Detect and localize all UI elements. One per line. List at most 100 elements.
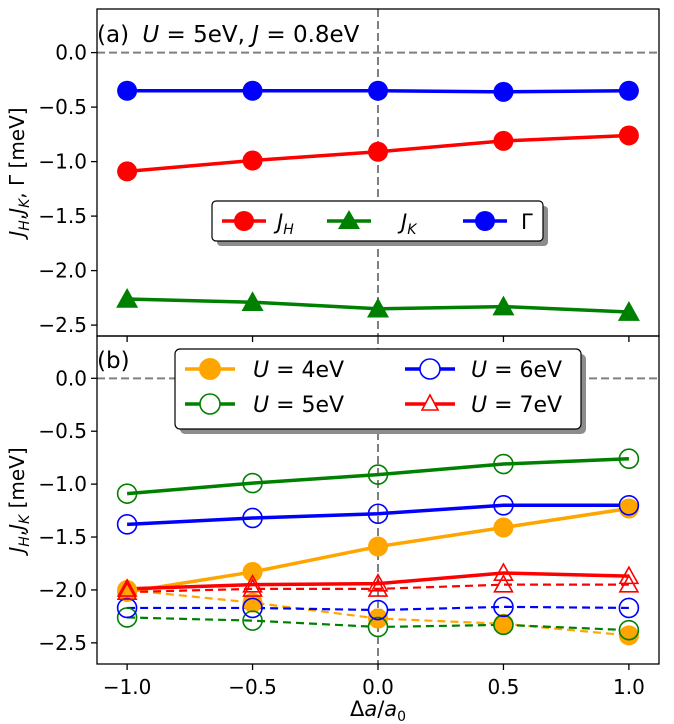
- panel-b-point-4-3: [493, 494, 514, 516]
- panel-a-point-1-4: [617, 301, 640, 321]
- panel-b-point-5-0: [116, 597, 138, 619]
- panel-a-point-2-0: [117, 80, 138, 101]
- legend-b-entry-u7: U = 7eV: [405, 393, 562, 418]
- legend-b-label-u7: U = 7eV: [471, 393, 562, 418]
- panel-b-point-3-1: [242, 610, 263, 631]
- legend-b-frame: [174, 348, 582, 430]
- legend-b-label-u4: U = 4eV: [253, 358, 344, 383]
- panel-b-point-7-3: [493, 573, 514, 593]
- legend-a: JH JK Γ: [211, 200, 548, 246]
- panel-b-ytick-label-1: −0.5: [38, 419, 87, 443]
- legend-b-label-u6: U = 6eV: [471, 358, 562, 383]
- panel-a-ytick-label-4: −2.0: [38, 259, 87, 283]
- panel-b-point-5-2: [367, 599, 389, 621]
- panel-b-point-4-0: [116, 514, 138, 535]
- panel-a-ytick-label-1: −0.5: [38, 95, 87, 119]
- legend-b-marker-u4: [199, 358, 221, 380]
- panel-b-point-4-1: [242, 507, 263, 529]
- panel-a-point-0-2: [368, 141, 388, 162]
- legend-b-entry-u6: U = 6eV: [405, 358, 562, 383]
- panel-a-point-0-4: [618, 125, 639, 146]
- legend-b: U = 4eV U = 5eV U = 6eV U = 7eV: [174, 348, 586, 434]
- panel-b-xtick-label-2: 0.0: [362, 675, 394, 699]
- panel-b-point-3-4: [618, 619, 640, 641]
- panel-a-point-1-0: [116, 287, 139, 308]
- panel-b-point-6-1: [242, 573, 263, 593]
- panel-b-point-7-4: [618, 573, 640, 593]
- panel-b-point-6-3: [493, 562, 514, 582]
- panel-a-ytick-label-5: −2.5: [38, 313, 87, 337]
- panel-b-point-7-0: [116, 581, 138, 601]
- panel-a-point-2-2: [368, 80, 388, 101]
- panel-a-title: (a) U = 5eV, J = 0.8eV: [97, 22, 360, 48]
- legend-b-entry-u5: U = 5eV: [185, 393, 344, 418]
- panel-b-point-7-2: [367, 578, 389, 597]
- panel-b-xtick-label-1: −0.5: [228, 675, 277, 699]
- panel-b-point-2-1: [242, 472, 263, 494]
- legend-b-marker-u5: [199, 393, 221, 415]
- panel-b-point-2-0: [116, 483, 138, 504]
- panel-b-xtick-label-4: 1.0: [613, 675, 645, 699]
- panel-b-point-4-2: [367, 503, 389, 525]
- panel-b-point-2-3: [493, 453, 514, 475]
- panel-b-point-6-4: [618, 565, 640, 585]
- panel-b-series-line-7: [127, 583, 629, 594]
- panel-a-point-0-0: [117, 161, 138, 182]
- panel-b: 0.0 −0.5 −1.0 −1.5 −2.0 −2.5 −1.0 −0.5 0.0 0.5 1.0: [38, 335, 660, 699]
- legend-a-frame: [211, 200, 544, 242]
- legend-a-entry-jh: JH: [222, 210, 294, 238]
- panel-a-point-1-2: [367, 297, 389, 318]
- panel-a-point-1-3: [492, 295, 515, 316]
- legend-a-label-jk: JK: [397, 210, 418, 238]
- panel-b-xtick-label-3: 0.5: [488, 675, 520, 699]
- legend-a-marker-jk: [338, 210, 360, 229]
- legend-b-marker-u6: [419, 358, 441, 380]
- panel-b-point-3-0: [116, 607, 138, 628]
- panel-b-point-1-4: [618, 625, 639, 646]
- panel-a-series-group: [116, 80, 640, 321]
- panel-a-point-0-3: [493, 130, 514, 151]
- panel-b-xlabel: Δa/a0: [350, 697, 406, 724]
- panel-a-ytick-label-2: −1.0: [38, 150, 87, 174]
- panel-b-ytick-label-3: −1.5: [38, 525, 87, 549]
- panel-b-ytick-label-5: −2.5: [38, 631, 87, 655]
- panel-b-ylabel: JH,JK [meV]: [5, 447, 33, 556]
- legend-a-marker-gamma: [475, 211, 495, 231]
- panel-a-point-2-3: [493, 81, 514, 102]
- panel-a-point-0-1: [242, 150, 263, 171]
- legend-a-entry-gamma: Γ: [463, 210, 533, 234]
- panel-b-point-6-2: [367, 572, 389, 592]
- panel-b-series-group: [116, 448, 640, 646]
- panel-b-series-line-2: [126, 456, 629, 496]
- legend-a-marker-jh: [234, 211, 254, 231]
- panel-b-label: (b): [97, 348, 130, 374]
- panel-b-point-5-4: [618, 597, 640, 619]
- panel-b-point-6-0: [116, 578, 138, 597]
- legend-a-label-gamma: Γ: [521, 210, 533, 234]
- panel-a-point-1-1: [241, 291, 264, 312]
- panel-b-point-1-2: [368, 608, 388, 629]
- legend-a-entry-jk: JK: [327, 210, 418, 238]
- panel-a-point-2-4: [618, 80, 639, 101]
- panel-b-point-2-2: [367, 464, 389, 485]
- panel-b-point-2-4: [618, 448, 640, 470]
- panel-b-point-3-3: [493, 614, 514, 636]
- panel-b-ytick-label-0: 0.0: [55, 366, 87, 390]
- legend-a-label-jh: JH: [273, 210, 294, 238]
- panel-a-ytick-label-0: 0.0: [55, 41, 87, 65]
- legend-b-entry-u4: U = 4eV: [185, 358, 344, 383]
- panel-b-point-1-1: [242, 592, 263, 613]
- panel-b-point-4-4: [618, 494, 640, 516]
- panel-b-point-5-1: [242, 597, 263, 619]
- panel-a-ytick-label-3: −1.5: [38, 204, 87, 228]
- panel-a-ylabel: JH,JK, Γ [meV]: [5, 107, 33, 240]
- panel-b-ytick-label-2: −1.0: [38, 472, 87, 496]
- panel-b-point-1-0: [117, 579, 138, 600]
- panel-b-ytick-label-4: −2.0: [38, 578, 87, 602]
- panel-b-point-7-1: [242, 578, 263, 597]
- panel-b-point-0-1: [242, 561, 263, 582]
- panel-a-point-2-1: [242, 80, 263, 101]
- panel-b-point-1-3: [493, 613, 514, 634]
- panel-b-point-3-2: [367, 616, 389, 638]
